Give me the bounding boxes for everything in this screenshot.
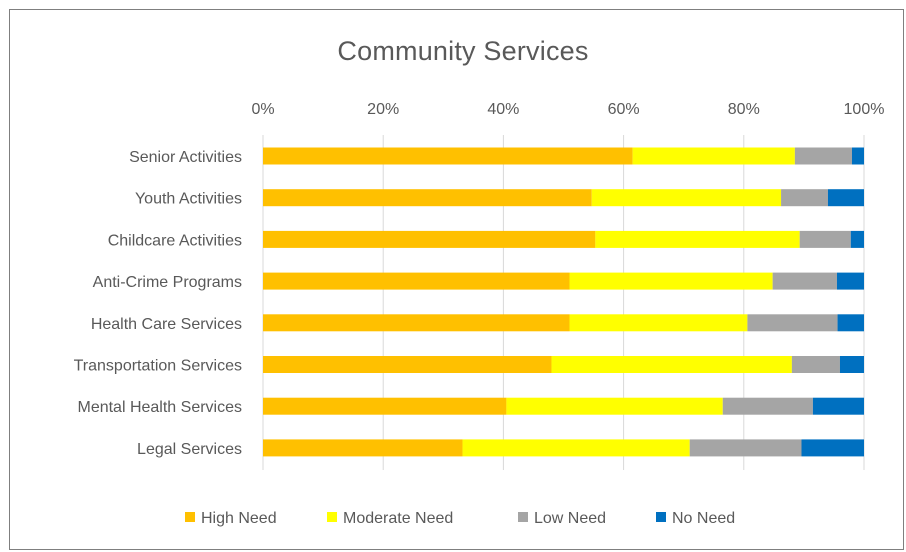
bar-segment xyxy=(595,230,800,248)
bar-segment xyxy=(263,397,507,415)
category-label: Legal Services xyxy=(137,441,242,458)
bar-segment xyxy=(850,230,864,248)
bar-segment xyxy=(263,189,592,207)
bar-segment xyxy=(263,147,633,165)
bar-segment xyxy=(722,397,813,415)
bar-segment xyxy=(781,189,828,207)
category-label: Anti-Crime Programs xyxy=(93,274,242,291)
bar-segment xyxy=(263,230,596,248)
legend-label: Moderate Need xyxy=(343,510,453,527)
bar-segment xyxy=(791,356,840,373)
bar-segment xyxy=(812,397,864,415)
bar-segment xyxy=(263,356,552,373)
category-label: Senior Activities xyxy=(129,149,242,166)
bar-segment xyxy=(801,439,864,457)
x-tick-label: 40% xyxy=(487,101,519,118)
bar-segment xyxy=(772,272,837,290)
legend-swatch xyxy=(327,512,337,522)
legend-swatch xyxy=(185,512,195,522)
bar-segment xyxy=(827,189,864,207)
category-label: Childcare Activities xyxy=(108,232,242,249)
chart-title: Community Services xyxy=(337,36,589,66)
legend-swatch xyxy=(518,512,528,522)
bar-segment xyxy=(462,439,690,457)
legend-label: High Need xyxy=(201,510,277,527)
bar-segment xyxy=(747,314,838,332)
legend-label: No Need xyxy=(672,510,735,527)
category-label: Health Care Services xyxy=(91,316,242,333)
x-tick-label: 60% xyxy=(608,101,640,118)
bar-segment xyxy=(632,147,795,165)
bar-segment xyxy=(851,147,864,165)
bar-segment xyxy=(591,189,782,207)
legend-swatch xyxy=(656,512,666,522)
bar-segment xyxy=(837,314,864,332)
bar-segment xyxy=(569,272,773,290)
bar-segment xyxy=(839,356,864,373)
bar-segment xyxy=(689,439,802,457)
bar-segment xyxy=(263,314,570,332)
bar-segment xyxy=(836,272,864,290)
bar-segment xyxy=(263,439,463,457)
bar-segment xyxy=(799,230,851,248)
bar-segment xyxy=(551,356,792,373)
x-tick-label: 20% xyxy=(367,101,399,118)
bar-segment xyxy=(794,147,852,165)
category-label: Youth Activities xyxy=(135,191,242,208)
category-label: Mental Health Services xyxy=(77,399,242,416)
x-tick-label: 0% xyxy=(251,101,274,118)
bar-segment xyxy=(569,314,748,332)
bar-segment xyxy=(506,397,723,415)
x-tick-label: 100% xyxy=(844,101,885,118)
bar-segment xyxy=(263,272,570,290)
x-tick-label: 80% xyxy=(728,101,760,118)
category-label: Transportation Services xyxy=(74,358,242,375)
legend-label: Low Need xyxy=(534,510,606,527)
